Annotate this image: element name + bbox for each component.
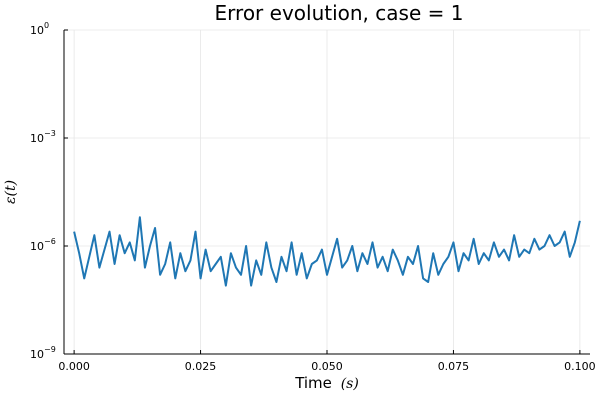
x-tick-label: 0.000 [58, 360, 90, 373]
y-tick-label: 10−3 [30, 129, 56, 145]
x-axis-label-unit: (s) [341, 376, 359, 392]
chart-title: Error evolution, case = 1 [215, 1, 464, 25]
x-ticks: 0.000 0.025 0.050 0.075 0.100 [58, 350, 596, 373]
error-series-line [73, 216, 581, 287]
series-layer [73, 216, 581, 287]
x-tick-label: 0.050 [311, 360, 343, 373]
gridlines [64, 29, 590, 354]
y-ticks: 10−9 10−6 10−3 100 [30, 21, 68, 361]
y-tick-label: 10−6 [30, 237, 56, 253]
y-tick-label: 100 [30, 21, 49, 37]
y-axis-label: ε(t) [3, 180, 19, 204]
x-axis-label-text: Time [294, 374, 332, 392]
x-tick-label: 0.075 [438, 360, 470, 373]
x-tick-label: 0.100 [564, 360, 596, 373]
x-tick-label: 0.025 [185, 360, 217, 373]
y-tick-label: 10−9 [30, 345, 56, 361]
x-axis-label: Time (s) [294, 374, 359, 392]
